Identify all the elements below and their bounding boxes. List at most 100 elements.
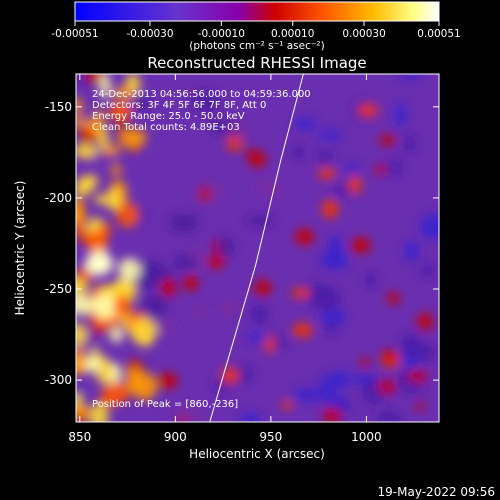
emission-shade (191, 90, 221, 113)
emission-shade (290, 145, 308, 160)
emission-patch (160, 278, 177, 298)
emission-bright (76, 405, 91, 418)
emission-bright (99, 74, 111, 100)
colorbar-ticks: -0.00051 -0.00030 -0.00010 0.00010 0.00030 0.… (51, 21, 461, 40)
emission-peak (84, 251, 113, 276)
annotation-detectors: Detectors: 3F 4F 5F 6F 7F 8F, Att 0 (92, 100, 266, 111)
emission-shade (401, 134, 417, 153)
emission-patch (350, 237, 371, 254)
x-tick-label: 900 (164, 430, 187, 444)
emission-shade (375, 411, 403, 422)
emission-shade (319, 373, 336, 400)
annotation-energy: Energy Range: 25.0 - 50.0 keV (92, 111, 245, 122)
x-tick-label: 1000 (351, 430, 382, 444)
y-tick-label: -250 (45, 282, 72, 296)
annotation-time: 24-Dec-2013 04:56:56.000 to 04:59:36.000 (92, 89, 311, 100)
emission-patch (253, 279, 272, 296)
colorbar-tick-label: 0.00030 (342, 28, 385, 40)
colorbar-tick-label: 0.00010 (271, 28, 314, 40)
emission-patch (374, 164, 388, 175)
emission-shade (156, 320, 177, 335)
emission-patch (416, 312, 434, 331)
chart-title: Reconstructed RHESSI Image (147, 54, 366, 72)
emission-shade (413, 344, 438, 361)
annotation-clean: Clean Total counts: 4.89E+03 (92, 122, 240, 133)
emission-patch (280, 400, 294, 410)
emission-bright (76, 348, 87, 371)
emission-bright (102, 144, 121, 156)
emission-patch (226, 136, 244, 151)
emission-bright (106, 188, 122, 212)
emission-patch (199, 186, 210, 202)
emission-shade (419, 213, 439, 240)
emission-bright (76, 143, 98, 159)
emission-shade (331, 370, 350, 389)
colorbar-tick-label: -0.00051 (51, 28, 98, 40)
y-tick-label: -150 (45, 100, 72, 114)
emission-shade (293, 118, 318, 131)
emission-shade (363, 272, 379, 288)
emission-patch (322, 407, 343, 422)
y-axis-label: Heliocentric Y (arcsec) (13, 181, 27, 316)
emission-shade (317, 148, 334, 165)
emission-bright (76, 295, 95, 316)
emission-shade (343, 164, 361, 176)
plot-area (76, 74, 439, 422)
emission-shade (219, 300, 240, 317)
emission-patch (220, 367, 240, 384)
colorbar: -0.00051 -0.00030 -0.00010 0.00010 0.00030 0.… (51, 1, 461, 52)
plot-frame (75, 73, 440, 423)
emission-patch (85, 74, 105, 84)
annotation-peak: Position of Peak = [860,-236] (92, 399, 238, 410)
emission-bright (76, 276, 88, 297)
emission-bright (125, 366, 143, 394)
emission-shade (168, 213, 200, 233)
plot-annotations: 24-Dec-2013 04:56:56.000 to 04:59:36.000… (92, 89, 311, 410)
emission-shade (400, 74, 421, 80)
emission-bright (87, 174, 98, 189)
emission-shade (319, 250, 349, 270)
emission-patch (157, 372, 179, 389)
emission-bright (109, 327, 124, 343)
colorbar-unit-label: (photons cm⁻² s⁻¹ asec⁻²) (189, 40, 324, 52)
emission-patch (386, 292, 401, 305)
emission-bright (76, 197, 85, 222)
emission-bright (76, 178, 89, 198)
emission-shade (76, 74, 85, 84)
emission-shade (382, 160, 404, 177)
emission-patch (357, 103, 379, 118)
emission-shade (245, 215, 276, 227)
emission-bright (129, 317, 158, 345)
emission-shade (320, 308, 346, 326)
emission-bright (113, 293, 131, 318)
emission-bright (93, 194, 114, 205)
emission-shade (317, 129, 343, 141)
emission-shade (191, 304, 206, 320)
emission-patch (248, 150, 267, 168)
emission-map (76, 74, 439, 422)
emission-bright (118, 257, 141, 282)
emission-patch (321, 199, 339, 219)
emission-patch (406, 371, 429, 383)
emission-bright (112, 87, 136, 100)
emission-bright (84, 118, 100, 132)
emission-patch (211, 241, 222, 251)
colorbar-tick-label: -0.00030 (126, 28, 173, 40)
emission-bright (89, 403, 109, 422)
emission-patch (264, 335, 276, 354)
emission-patch (384, 349, 396, 365)
emission-bright (100, 284, 128, 297)
emission-bright (118, 128, 147, 149)
emission-patch (317, 167, 336, 180)
emission-patch (348, 175, 362, 195)
emission-patch (206, 254, 226, 269)
emission-bright (109, 101, 132, 122)
emission-shade (255, 179, 283, 198)
emission-bright (76, 322, 87, 347)
emission-bright (102, 382, 130, 405)
x-tick-label: 850 (68, 430, 91, 444)
emission-patch (291, 287, 311, 299)
emission-bright (116, 202, 139, 228)
emission-shade (394, 102, 407, 128)
